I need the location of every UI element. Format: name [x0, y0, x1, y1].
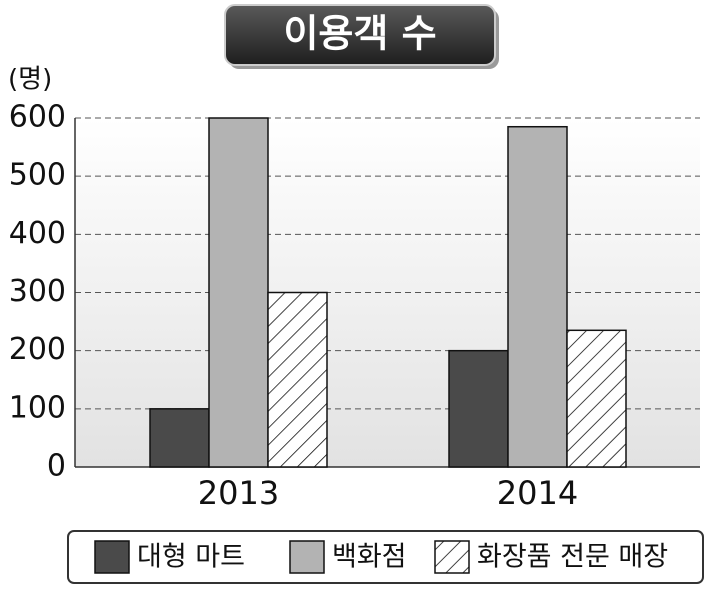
- legend-swatch: [289, 540, 325, 574]
- y-tick-label: 100: [9, 390, 66, 425]
- y-tick-label: 500: [9, 158, 66, 193]
- legend-label: 백화점: [332, 542, 407, 573]
- legend-label: 화장품 전문 매장: [477, 542, 668, 573]
- title-box: [224, 4, 496, 66]
- bar: [566, 329, 627, 468]
- legend-swatch: [94, 540, 130, 574]
- legend: [67, 530, 704, 584]
- y-axis-label: (명): [8, 65, 52, 95]
- chart-title: 이용객 수: [283, 12, 436, 56]
- y-tick-label: 200: [9, 332, 66, 367]
- legend-label: 대형 마트: [137, 542, 245, 573]
- y-tick-label: 300: [9, 274, 66, 309]
- bar: [208, 117, 269, 468]
- bar: [267, 291, 328, 468]
- legend-swatch: [434, 540, 470, 574]
- bar: [507, 125, 568, 468]
- y-tick-label: 0: [47, 449, 66, 484]
- bar: [149, 408, 210, 468]
- x-tick-label: 2014: [497, 474, 578, 512]
- y-tick-label: 600: [9, 100, 66, 135]
- bar: [448, 349, 509, 468]
- y-tick-label: 400: [9, 216, 66, 251]
- x-tick-label: 2013: [198, 474, 279, 512]
